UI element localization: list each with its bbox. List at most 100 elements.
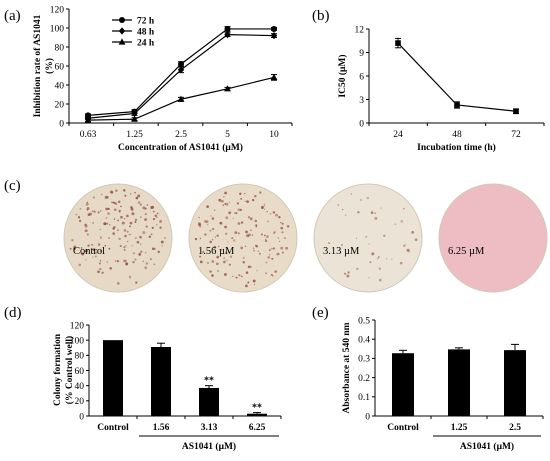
chart-a-y-tick-label: 80	[55, 43, 65, 53]
colony-dot	[112, 227, 115, 230]
chart-d-y-tick-label: 20	[75, 397, 85, 407]
colony-well	[188, 183, 298, 293]
colony-dot	[97, 243, 101, 246]
colony-dot	[123, 246, 126, 249]
colony-dot	[87, 213, 91, 216]
colony-dot	[118, 209, 121, 213]
colony-dot	[272, 211, 276, 214]
colony-dot	[139, 216, 142, 218]
colony-dot	[250, 266, 252, 268]
colony-dot	[144, 251, 147, 254]
colony-dot	[206, 205, 209, 208]
chart-a-point	[177, 95, 185, 102]
colony-dot	[247, 216, 251, 219]
colony-dot	[108, 237, 110, 239]
colony-images-row: Control 1.56 µM 3.13 µM 6.25 µM	[63, 183, 548, 293]
colony-dot	[218, 198, 222, 202]
colony-dot	[341, 208, 344, 211]
colony-dot	[252, 247, 255, 249]
chart-d-colony-formation: 0 20 40 60 80 100 120 Control 1.56 ** 3.13 ** 6.25 AS…	[53, 321, 282, 452]
colony-dot	[84, 224, 88, 228]
colony-dot	[213, 245, 217, 249]
colony-dot	[371, 252, 375, 256]
colony-dot	[125, 262, 129, 266]
colony-dot	[129, 276, 132, 279]
colony-dot	[92, 196, 95, 199]
colony-dot	[380, 207, 382, 209]
colony-dot	[237, 232, 240, 235]
chart-a-point	[270, 73, 278, 80]
colony-dot	[235, 212, 238, 214]
panel-label-b: (b)	[312, 8, 330, 24]
colony-dot	[266, 235, 269, 238]
colony-dot	[109, 267, 112, 270]
chart-d-bar	[199, 387, 219, 416]
colony-dot	[79, 208, 82, 210]
colony-dot	[254, 219, 258, 223]
colony-dot	[357, 210, 360, 214]
colony-dot	[257, 250, 260, 253]
colony-dot	[101, 271, 104, 274]
colony-dot	[121, 221, 125, 225]
chart-a-y-axis-title: Inhibition rate of AS1041 (%)	[33, 14, 55, 117]
chart-e-bar	[448, 349, 470, 416]
chart-e-absorbance: 0 0.1 0.2 0.3 0.4 0.5 Control 1.25 2.5 AS1041 (μM…	[342, 316, 544, 452]
colony-dot	[251, 198, 255, 202]
colony-dot	[270, 273, 273, 276]
chart-a-point	[224, 25, 231, 32]
colony-dot	[92, 222, 95, 224]
colony-dot	[328, 242, 330, 244]
colony-dot	[355, 237, 358, 239]
colony-dot	[116, 259, 120, 263]
colony-dot	[114, 260, 117, 262]
colony-dot	[209, 229, 212, 232]
colony-dot	[111, 201, 113, 204]
chart-e-x-axis-title: AS1041 (μM)	[460, 441, 514, 452]
colony-dot	[129, 233, 132, 235]
chart-d-y-tick-label: 120	[70, 321, 85, 331]
colony-dot	[148, 235, 152, 239]
colony-dot	[156, 216, 158, 219]
colony-dot	[247, 281, 250, 284]
colony-dot	[271, 247, 273, 250]
colony-dot	[124, 194, 127, 197]
chart-a-legend-label: 24 h	[137, 39, 155, 49]
colony-dot	[281, 222, 284, 225]
colony-dot	[240, 275, 243, 278]
chart-d-y-tick-label: 80	[75, 352, 85, 362]
colony-dot	[399, 261, 403, 265]
colony-dot	[91, 210, 94, 213]
colony-dot	[75, 213, 78, 216]
colony-dot	[199, 237, 202, 240]
colony-dot	[144, 266, 148, 270]
colony-dot	[276, 252, 280, 256]
colony-dot	[273, 231, 276, 234]
colony-dot	[377, 256, 380, 258]
colony-dot	[237, 208, 241, 212]
colony-dot	[160, 240, 164, 244]
colony-dot	[134, 258, 137, 261]
chart-a-y-axis-title-line: Inhibition rate of AS1041	[33, 14, 43, 117]
colony-dot	[402, 207, 405, 210]
colony-dot	[366, 196, 370, 200]
colony-dot	[356, 267, 359, 271]
colony-dot	[144, 213, 147, 216]
colony-dot	[71, 238, 74, 242]
colony-dot	[225, 216, 229, 220]
colony-dot	[151, 226, 154, 230]
colony-dot	[85, 259, 87, 261]
colony-dot	[109, 190, 113, 194]
chart-d-y-axis-title-line: (% Control well)	[64, 336, 75, 404]
chart-a-legend-marker	[118, 38, 126, 45]
colony-dot	[260, 233, 263, 236]
colony-dot	[216, 262, 219, 266]
colony-well	[63, 183, 173, 293]
colony-dot	[344, 272, 347, 275]
colony-dot	[146, 204, 149, 206]
colony-dot	[129, 221, 133, 225]
colony-dot	[259, 191, 262, 194]
chart-b-point	[454, 102, 460, 108]
colony-dot	[119, 244, 122, 248]
colony-dot	[113, 201, 116, 205]
colony-dot	[237, 222, 241, 225]
